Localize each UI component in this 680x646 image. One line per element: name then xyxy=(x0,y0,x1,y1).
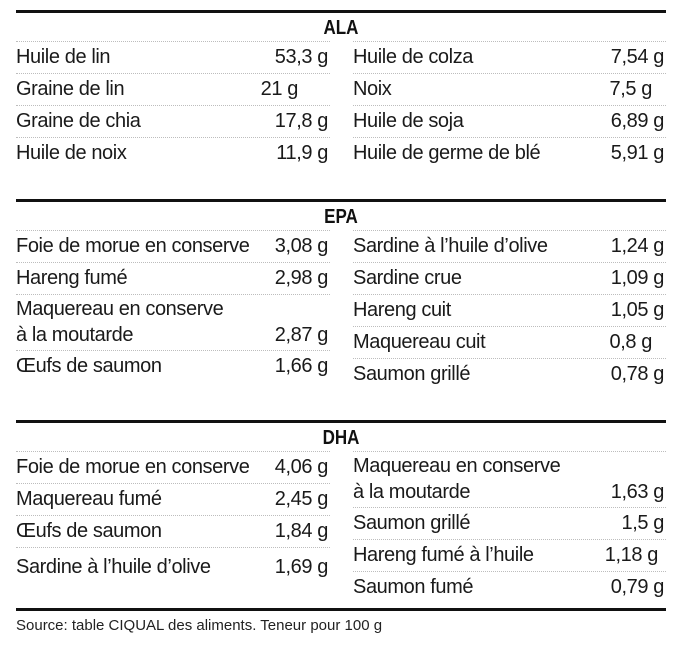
food-value: 17,8 g xyxy=(274,110,329,132)
food-name: Œufs de saumon xyxy=(16,355,162,377)
food-value: 7,54 g xyxy=(610,46,665,68)
food-value: 11,9 g xyxy=(276,142,328,164)
table-row: Sardine crue 1,09 g xyxy=(353,262,666,294)
table-row: Sardine à l’huile d’olive 1,24 g xyxy=(353,230,666,262)
food-name: Saumon grillé xyxy=(353,512,471,534)
table-row: Huile de colza 7,54 g xyxy=(353,41,666,73)
table-row: Huile de lin 53,3 g xyxy=(16,41,330,73)
food-value: 2,98 g xyxy=(274,267,329,289)
table-row: Maquereau fumé 2,45 g xyxy=(16,483,330,515)
section-rule xyxy=(16,420,666,423)
table-row: Saumon grillé 0,78 g xyxy=(353,358,666,390)
food-value: 3,08 g xyxy=(274,235,329,257)
food-name: Œufs de saumon xyxy=(16,520,162,542)
food-value: 1,18 g xyxy=(604,544,659,566)
food-value: 0,8 g xyxy=(609,331,653,353)
food-name: Sardine crue xyxy=(353,267,462,289)
food-name: Huile de germe de blé xyxy=(353,142,541,164)
table-row: Hareng cuit 1,05 g xyxy=(353,294,666,326)
food-value: 1,63 g xyxy=(610,481,665,503)
left-column: Foie de morue en conserve 4,06 g Maquerea… xyxy=(16,451,330,603)
food-value: 1,66 g xyxy=(274,355,329,377)
food-value: 6,89 g xyxy=(610,110,665,132)
table-row: Maquereau en conserve à la moutarde 2,87 … xyxy=(16,294,330,350)
table-row: Hareng fumé 2,98 g xyxy=(16,262,330,294)
food-value: 1,05 g xyxy=(610,299,665,321)
table-row: Œufs de saumon 1,84 g xyxy=(16,515,330,547)
food-name: Maquereau cuit xyxy=(353,331,486,353)
table-row: Maquereau cuit 0,8 g xyxy=(353,326,666,358)
food-name: Hareng fumé à l’huile xyxy=(353,544,534,566)
food-name: Huile de soja xyxy=(353,110,464,132)
food-name: Hareng cuit xyxy=(353,299,451,321)
section-dha: DHA Foie de morue en conserve 4,06 g Maqu… xyxy=(16,420,666,603)
food-name: Noix xyxy=(353,78,392,100)
food-name: Huile de noix xyxy=(16,142,127,164)
source-note: Source: table CIQUAL des aliments. Teneu… xyxy=(16,617,383,634)
food-value: 5,91 g xyxy=(610,142,665,164)
table-row: Huile de soja 6,89 g xyxy=(353,105,666,137)
food-name: Saumon fumé xyxy=(353,576,474,598)
bottom-rule-wrap xyxy=(16,608,666,611)
right-column: Huile de colza 7,54 g Noix 7,5 g Huile de … xyxy=(353,41,666,169)
table-row: Maquereau en conserve à la moutarde 1,63 … xyxy=(353,451,666,507)
food-value: 1,84 g xyxy=(274,520,329,542)
food-name: Foie de morue en conserve xyxy=(16,235,250,257)
table-row: Graine de chia 17,8 g xyxy=(16,105,330,137)
food-value: 1,5 g xyxy=(621,512,665,534)
section-title: ALA xyxy=(323,17,359,39)
food-name: Saumon grillé xyxy=(353,363,471,385)
section-title: EPA xyxy=(324,206,358,228)
section-title: DHA xyxy=(322,427,360,449)
food-name: Sardine à l’huile d’olive xyxy=(353,235,548,257)
food-name: Graine de chia xyxy=(16,110,141,132)
section-ala: ALA Huile de lin 53,3 g Graine de lin 21 g… xyxy=(16,10,666,169)
table-row: Œufs de saumon 1,66 g xyxy=(16,350,330,382)
food-name: Graine de lin xyxy=(16,78,125,100)
table-row: Saumon fumé 0,79 g xyxy=(353,571,666,603)
table-row: Sardine à l’huile d’olive 1,69 g xyxy=(16,547,330,583)
section-epa: EPA Foie de morue en conserve 3,08 g Hare… xyxy=(16,199,666,390)
table-row: Huile de noix 11,9 g xyxy=(16,137,330,169)
food-name: Maquereau fumé xyxy=(16,488,162,510)
food-value: 0,79 g xyxy=(610,576,665,598)
left-column: Foie de morue en conserve 3,08 g Hareng f… xyxy=(16,230,330,390)
bottom-rule xyxy=(16,608,666,611)
food-value: 4,06 g xyxy=(274,456,329,478)
table-row: Hareng fumé à l’huile 1,18 g xyxy=(353,539,666,571)
food-value: 53,3 g xyxy=(274,46,329,68)
food-value: 2,87 g xyxy=(274,324,329,346)
food-value: 0,78 g xyxy=(610,363,665,385)
section-rule xyxy=(16,199,666,202)
table-row: Foie de morue en conserve 3,08 g xyxy=(16,230,330,262)
right-column: Maquereau en conserve à la moutarde 1,63 … xyxy=(353,451,666,603)
food-name: Huile de lin xyxy=(16,46,111,68)
food-name: Sardine à l’huile d’olive xyxy=(16,556,211,578)
food-name: Maquereau en conserve à la moutarde xyxy=(16,298,224,346)
food-name: Maquereau en conserve à la moutarde xyxy=(353,455,561,503)
table-row: Huile de germe de blé 5,91 g xyxy=(353,137,666,169)
table-row: Foie de morue en conserve 4,06 g xyxy=(16,451,330,483)
food-name: Huile de colza xyxy=(353,46,474,68)
food-value: 1,09 g xyxy=(610,267,665,289)
table-row: Saumon grillé 1,5 g xyxy=(353,507,666,539)
right-column: Sardine à l’huile d’olive 1,24 g Sardine … xyxy=(353,230,666,390)
table-row: Noix 7,5 g xyxy=(353,73,666,105)
food-value: 1,69 g xyxy=(274,556,329,578)
food-name: Hareng fumé xyxy=(16,267,128,289)
table-row: Graine de lin 21 g xyxy=(16,73,330,105)
food-name: Foie de morue en conserve xyxy=(16,456,250,478)
food-value: 2,45 g xyxy=(274,488,329,510)
left-column: Huile de lin 53,3 g Graine de lin 21 g Gra… xyxy=(16,41,330,169)
food-value: 1,24 g xyxy=(610,235,665,257)
food-value: 7,5 g xyxy=(609,78,653,100)
food-value: 21 g xyxy=(260,78,299,100)
section-rule xyxy=(16,10,666,13)
